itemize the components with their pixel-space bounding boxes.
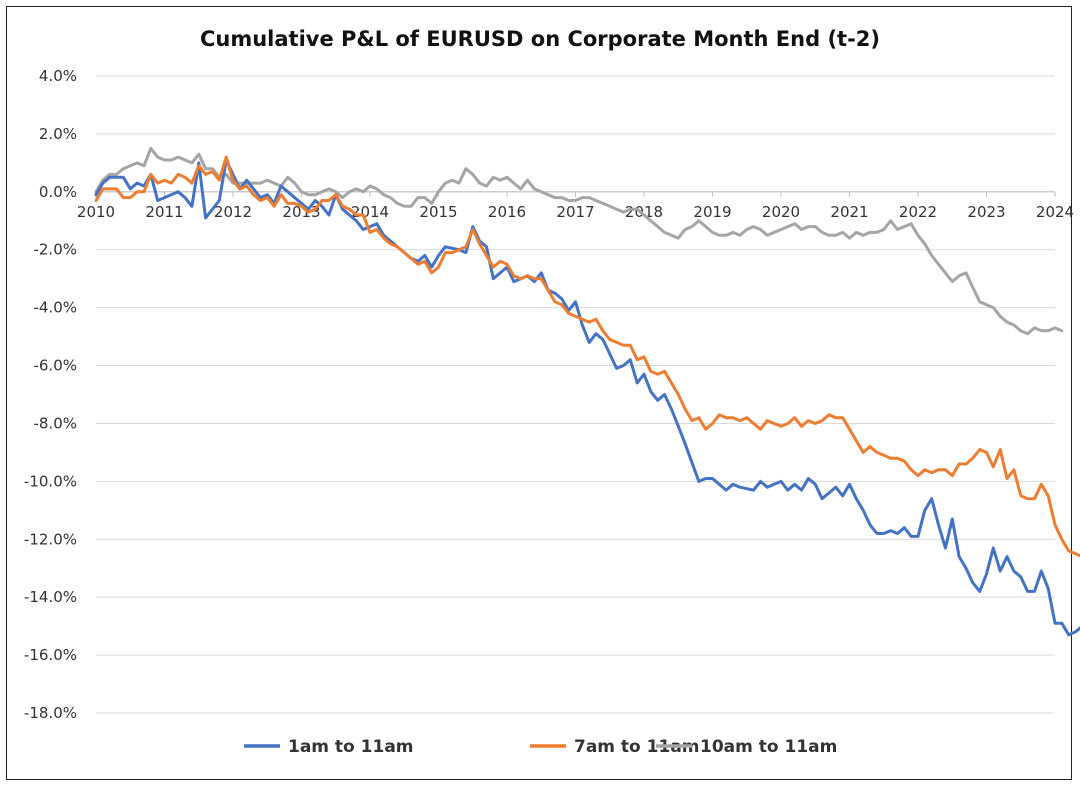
- y-tick-label: -2.0%: [33, 241, 77, 259]
- x-tick-label: 2021: [830, 203, 868, 221]
- y-axis-ticks: 4.0% 2.0% 0.0% -2.0% -4.0% -6.0% -8.0% -10.0% -1…: [24, 67, 77, 722]
- x-tick-label: 2024: [1036, 203, 1074, 221]
- y-tick-label: -18.0%: [24, 704, 77, 722]
- x-tick-label: 2014: [351, 203, 389, 221]
- chart-title: Cumulative P&L of EURUSD on Corporate Mo…: [200, 27, 880, 51]
- x-tick-label: 2023: [967, 203, 1005, 221]
- x-tick-label: 2017: [556, 203, 594, 221]
- x-tick-label: 2016: [488, 203, 526, 221]
- series-line-2: [94, 155, 1080, 558]
- x-tick-label: 2022: [899, 203, 937, 221]
- x-tick-label: 2012: [214, 203, 252, 221]
- y-tick-label: -10.0%: [24, 472, 77, 490]
- x-tick-label: 2010: [77, 203, 115, 221]
- series-line-3: [94, 146, 1064, 336]
- x-tick-label: 2011: [145, 203, 183, 221]
- x-tick-label: 2020: [762, 203, 800, 221]
- series-lines: [94, 146, 1080, 637]
- y-tick-label: 2.0%: [39, 125, 77, 143]
- y-tick-label: -16.0%: [24, 646, 77, 664]
- y-tick-label: -8.0%: [33, 414, 77, 432]
- legend-label: 10am to 11am: [700, 737, 837, 757]
- x-tick-label: 2019: [693, 203, 731, 221]
- x-tick-label: 2015: [419, 203, 457, 221]
- y-tick-label: -4.0%: [33, 299, 77, 317]
- y-tick-label: -12.0%: [24, 530, 77, 548]
- legend: 1am to 11am 7am to 11am 10am to 11am: [244, 737, 837, 757]
- legend-label: 7am to 11am: [574, 737, 700, 757]
- y-tick-label: -14.0%: [24, 588, 77, 606]
- y-tick-label: 0.0%: [39, 183, 77, 201]
- y-tick-label: -6.0%: [33, 357, 77, 375]
- x-tick-label: 2018: [625, 203, 663, 221]
- gridlines: [96, 75, 1055, 714]
- series-line-1: [94, 158, 1080, 637]
- legend-label: 1am to 11am: [288, 737, 414, 757]
- y-tick-label: 4.0%: [39, 67, 77, 85]
- x-axis: 2010 2011 2012 2013 2014 2015 2016 2017 2018 2019…: [77, 191, 1074, 221]
- chart-frame: [6, 6, 1072, 780]
